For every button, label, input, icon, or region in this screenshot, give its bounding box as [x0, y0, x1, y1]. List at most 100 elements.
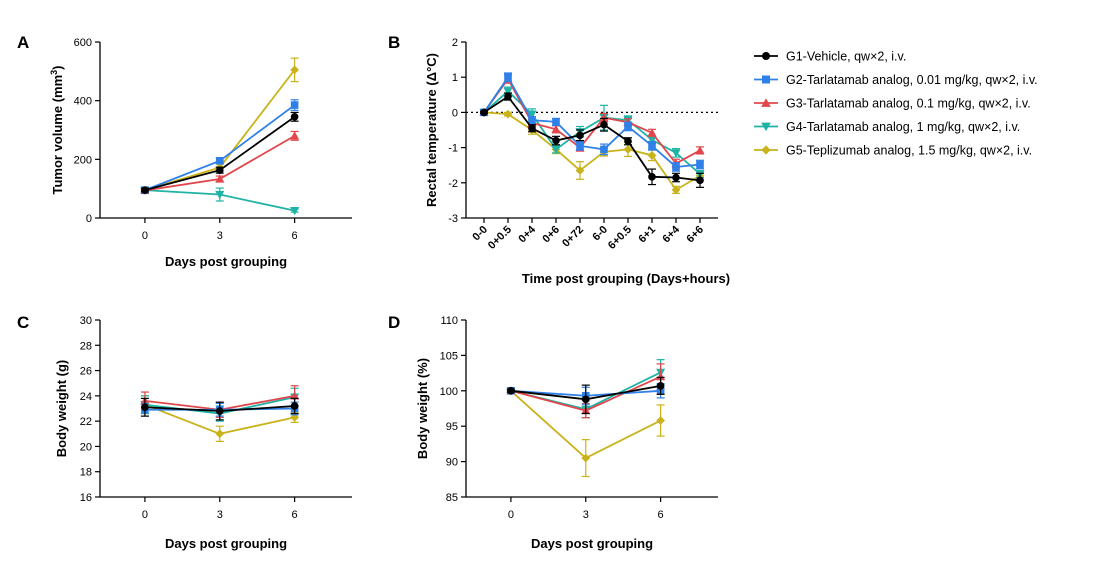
marker-circle — [600, 120, 608, 129]
marker-triangle-up — [290, 131, 300, 140]
legend: G1-Vehicle, qw×2, i.v. G2-Tarlatamab anal… — [754, 50, 1038, 158]
marker-triangle-down — [215, 190, 225, 200]
marker-diamond — [671, 185, 681, 195]
marker-circle — [480, 108, 488, 117]
series-line — [483, 111, 701, 192]
x-tick-label: 0+72 — [560, 224, 586, 250]
y-tick-label: 30 — [80, 315, 92, 327]
y-tick-label: 28 — [80, 340, 92, 352]
marker-triangle-up — [761, 98, 771, 107]
marker-circle — [552, 136, 560, 145]
x-axis-label: Days post grouping — [165, 536, 287, 551]
marker-circle — [576, 131, 584, 140]
marker-square — [528, 116, 536, 124]
marker-circle — [762, 52, 770, 60]
x-tick-label: 0 — [142, 230, 148, 242]
y-axis-label: Body weight (g) — [54, 360, 69, 458]
marker-circle — [290, 113, 299, 121]
y-tick-label: 22 — [80, 416, 92, 428]
marker-triangle-up — [647, 128, 657, 137]
marker-triangle-down — [527, 110, 537, 119]
y-tick-label: 0 — [86, 213, 92, 225]
marker-diamond — [215, 429, 225, 439]
marker-triangle-down — [551, 145, 561, 154]
x-tick-label: 6-0 — [590, 224, 610, 244]
y-axis-label-sup: 3 — [49, 70, 59, 75]
legend-item: G2-Tarlatamab analog, 0.01 mg/kg, qw×2, … — [754, 73, 1038, 87]
legend-item: G3-Tarlatamab analog, 0.1 mg/kg, qw×2, i… — [754, 97, 1031, 111]
y-tick-label: -2 — [448, 178, 458, 190]
series-4 — [140, 186, 300, 216]
y-tick-label: 0 — [452, 107, 458, 119]
marker-circle — [507, 387, 515, 395]
y-tick-label: 100 — [440, 386, 458, 398]
marker-circle — [290, 402, 299, 410]
marker-square — [504, 73, 512, 81]
marker-triangle-down — [671, 149, 681, 158]
x-tick-label: 0+4 — [516, 223, 538, 245]
y-tick-label: 26 — [80, 366, 92, 378]
y-tick-label: -3 — [448, 213, 458, 225]
marker-square — [624, 122, 632, 131]
marker-circle — [215, 166, 224, 174]
marker-circle — [672, 173, 680, 182]
marker-circle — [624, 137, 632, 146]
x-tick-label: 3 — [583, 509, 589, 521]
marker-triangle-down — [290, 207, 300, 216]
marker-circle — [696, 176, 704, 185]
marker-diamond — [575, 166, 585, 175]
marker-square — [672, 163, 680, 171]
y-tick-label: 85 — [446, 492, 458, 504]
y-tick-label: 90 — [446, 457, 458, 469]
x-tick-label: 0+0.5 — [486, 224, 514, 252]
panel-a: A 0 200 400 600 0 3 6 Days post grouping Tumor vo… — [17, 33, 352, 269]
series-1 — [480, 92, 704, 188]
x-tick-label: 6+6 — [684, 224, 706, 246]
marker-square — [552, 118, 560, 126]
panel-c: C 16 18 20 22 24 26 28 30 0 3 6 Days post grouping Bo… — [17, 313, 352, 551]
series-line — [483, 95, 701, 182]
marker-square — [290, 101, 299, 109]
marker-circle — [141, 403, 149, 412]
x-tick-label: 6 — [658, 509, 664, 521]
panel-d: D 85 90 95 100 105 110 0 3 6 Days post grouping Bod… — [388, 313, 718, 551]
legend-label: G5-Teplizumab analog, 1.5 mg/kg, qw×2, i… — [786, 144, 1032, 158]
x-tick-label: 3 — [217, 230, 223, 242]
y-tick-label: 2 — [452, 37, 458, 49]
x-tick-label: 0-0 — [470, 224, 490, 244]
marker-triangle-down — [647, 136, 657, 145]
legend-item: G4-Tarlatamab analog, 1 mg/kg, qw×2, i.v… — [754, 120, 1020, 134]
y-tick-label: 200 — [74, 154, 92, 166]
marker-triangle-up — [695, 145, 705, 155]
marker-circle — [581, 395, 590, 404]
marker-square — [215, 157, 224, 165]
marker-triangle-up — [290, 391, 300, 400]
marker-triangle-down — [503, 87, 513, 96]
y-tick-label: 20 — [80, 441, 92, 453]
legend-item: G1-Vehicle, qw×2, i.v. — [754, 50, 906, 64]
x-tick-label: 0+6 — [540, 224, 562, 246]
marker-circle — [215, 407, 224, 415]
marker-diamond — [647, 150, 657, 160]
marker-circle — [504, 92, 512, 101]
marker-diamond — [581, 453, 591, 463]
marker-diamond — [656, 416, 665, 425]
legend-label: G4-Tarlatamab analog, 1 mg/kg, qw×2, i.v… — [786, 120, 1020, 134]
y-tick-label: 16 — [80, 492, 92, 504]
y-axis-label: Body weight (%) — [415, 358, 430, 459]
legend-item: G5-Teplizumab analog, 1.5 mg/kg, qw×2, i… — [754, 144, 1032, 158]
y-axis-label: Rectal temperature (Δ°C) — [424, 53, 439, 207]
marker-square — [576, 142, 584, 150]
series-line — [483, 77, 701, 165]
marker-square — [648, 142, 656, 150]
x-tick-label: 0 — [142, 509, 148, 521]
marker-circle — [528, 124, 536, 133]
x-tick-label: 3 — [217, 509, 223, 521]
y-axis-label: Tumor volume (mm3) — [49, 65, 65, 194]
panel-letter: B — [388, 33, 400, 52]
marker-triangle-up — [551, 124, 561, 133]
series-3 — [479, 74, 705, 169]
y-tick-label: 18 — [80, 467, 92, 479]
x-tick-label: 6+0.5 — [606, 224, 634, 252]
